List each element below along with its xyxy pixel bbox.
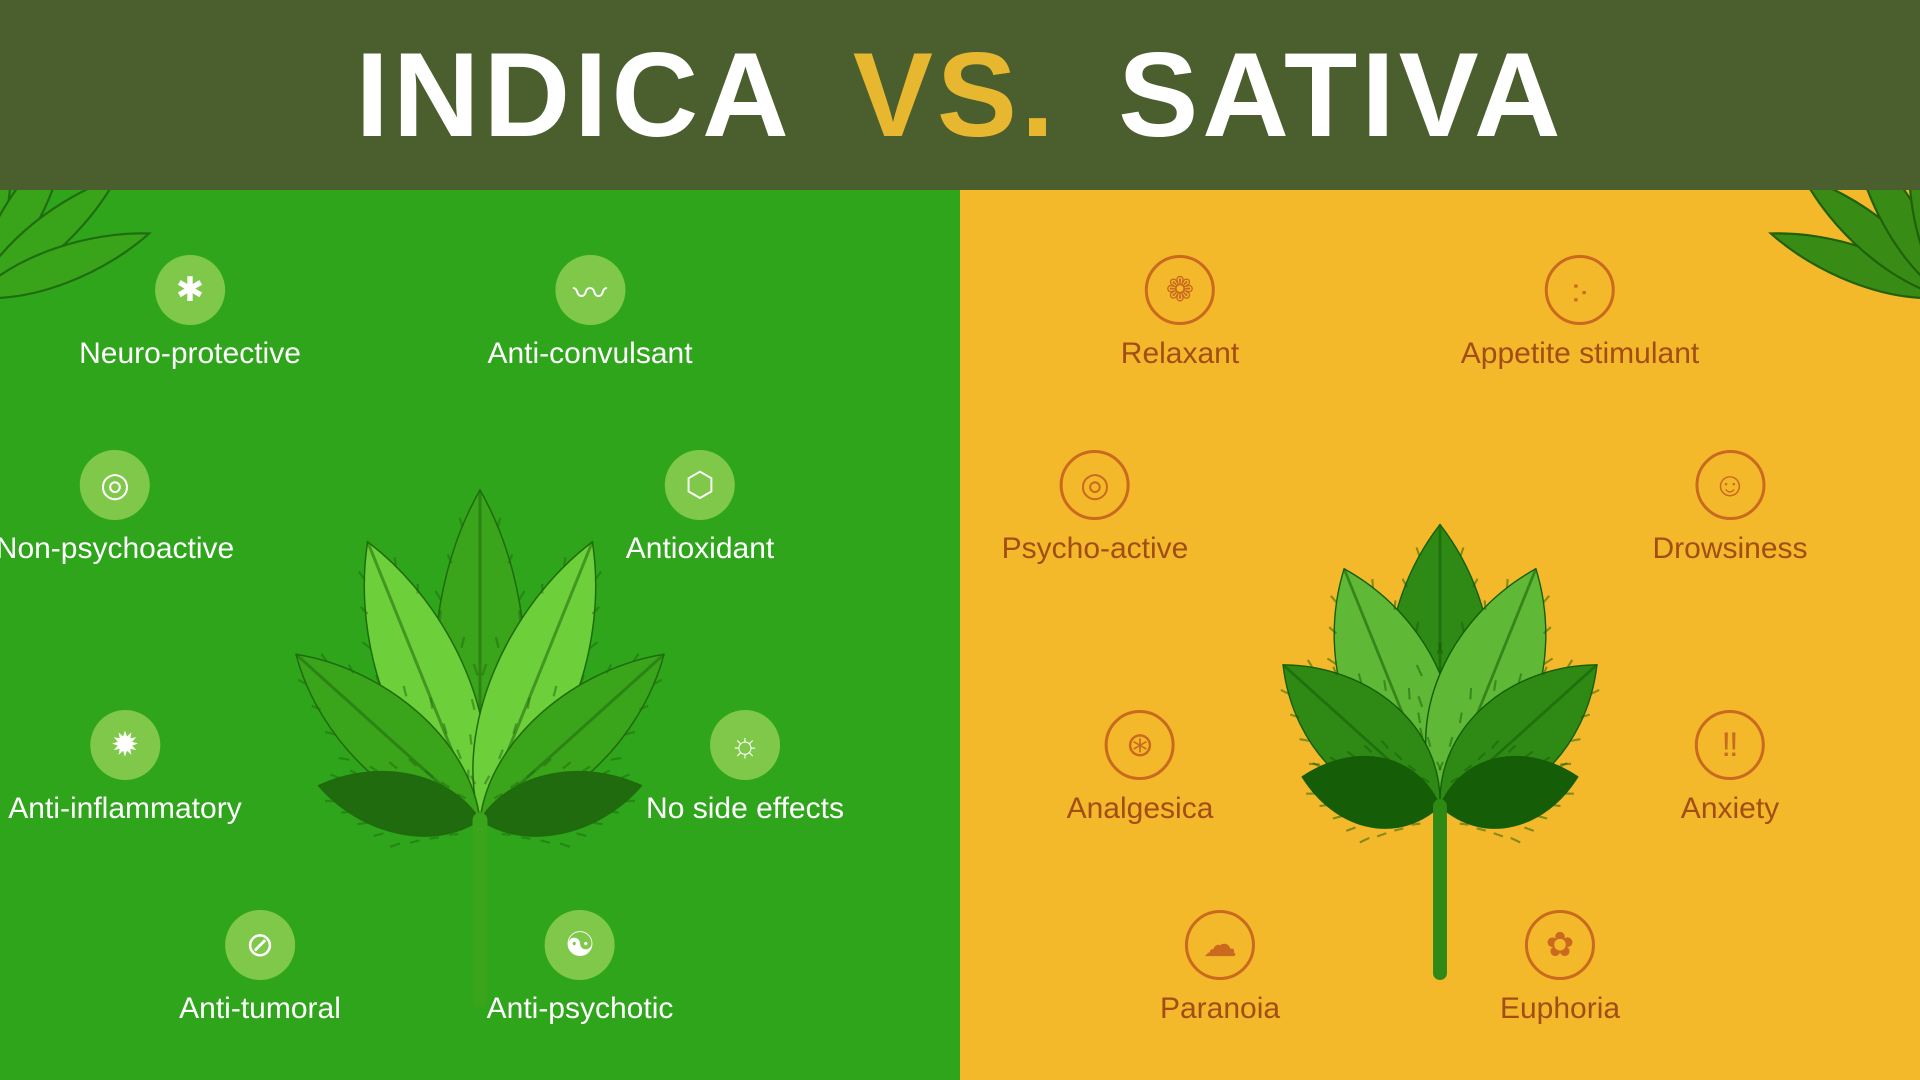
trait-label: Anti-tumoral [179, 992, 341, 1026]
trait-label: Psycho-active [1002, 532, 1189, 566]
trait-label: Anti-inflammatory [8, 792, 241, 826]
trait-label: Antioxidant [626, 532, 774, 566]
trait-label: Relaxant [1121, 337, 1239, 371]
trait-antioxidant: ⬡ Antioxidant [626, 450, 774, 566]
trait-analgesica: ⊛ Analgesica [1067, 710, 1214, 826]
brain-icon: ◎ [80, 450, 150, 520]
title-banner: INDICA VS. SATIVA [0, 0, 1920, 190]
sun-icon: ✹ [90, 710, 160, 780]
head-icon: ☯ [545, 910, 615, 980]
flower-icon: ✿ [1525, 910, 1595, 980]
cells-icon: ⬡ [665, 450, 735, 520]
trait-label: No side effects [646, 792, 844, 826]
bolt-icon: ‼ [1695, 710, 1765, 780]
wave-icon: 〰 [555, 255, 625, 325]
leaf-decor-icon [1735, 190, 1920, 385]
comparison-panels: ✱ Neuro-protective 〰 Anti-convulsant ◎ Non-ps… [0, 190, 1920, 1080]
trait-anxiety: ‼ Anxiety [1681, 710, 1779, 826]
title-indica: INDICA [356, 26, 793, 164]
trait-non-psychoactive: ◎ Non-psychoactive [0, 450, 234, 566]
trait-label: Euphoria [1500, 992, 1620, 1026]
trait-label: Anti-psychotic [487, 992, 674, 1026]
trait-label: Drowsiness [1652, 532, 1807, 566]
trait-neuro-protective: ✱ Neuro-protective [79, 255, 301, 371]
trait-anti-inflammatory: ✹ Anti-inflammatory [8, 710, 241, 826]
trait-euphoria: ✿ Euphoria [1500, 910, 1620, 1026]
sativa-leaf-icon [1160, 347, 1720, 987]
sun2-icon: ☼ [710, 710, 780, 780]
trait-appetite-stimulant: ჻ Appetite stimulant [1461, 255, 1699, 371]
trait-relaxant: ❁ Relaxant [1121, 255, 1239, 371]
trait-label: Analgesica [1067, 792, 1214, 826]
trait-label: Non-psychoactive [0, 532, 234, 566]
trait-label: Neuro-protective [79, 337, 301, 371]
trait-label: Appetite stimulant [1461, 337, 1699, 371]
trait-anti-psychotic: ☯ Anti-psychotic [487, 910, 674, 1026]
gear-icon: ✱ [155, 255, 225, 325]
trait-label: Paranoia [1160, 992, 1280, 1026]
cloud-icon: ☁ [1185, 910, 1255, 980]
lotus-icon: ❁ [1145, 255, 1215, 325]
trait-paranoia: ☁ Paranoia [1160, 910, 1280, 1026]
trait-anti-tumoral: ⊘ Anti-tumoral [179, 910, 341, 1026]
trait-label: Anti-convulsant [487, 337, 692, 371]
indica-panel: ✱ Neuro-protective 〰 Anti-convulsant ◎ Non-ps… [0, 190, 960, 1080]
stomach-icon: ჻ [1545, 255, 1615, 325]
trait-psycho-active: ◎ Psycho-active [1002, 450, 1189, 566]
pills-icon: ⊛ [1105, 710, 1175, 780]
title-sativa: SATIVA [1118, 26, 1564, 164]
smile-icon: ☺ [1695, 450, 1765, 520]
no-icon: ⊘ [225, 910, 295, 980]
brain2-icon: ◎ [1060, 450, 1130, 520]
trait-drowsiness: ☺ Drowsiness [1652, 450, 1807, 566]
trait-label: Anxiety [1681, 792, 1779, 826]
trait-anti-convulsant: 〰 Anti-convulsant [487, 255, 692, 371]
title-vs: VS. [853, 26, 1058, 164]
sativa-panel: ❁ Relaxant ჻ Appetite stimulant ◎ Psycho-acti… [960, 190, 1920, 1080]
trait-no-side-effects: ☼ No side effects [646, 710, 844, 826]
